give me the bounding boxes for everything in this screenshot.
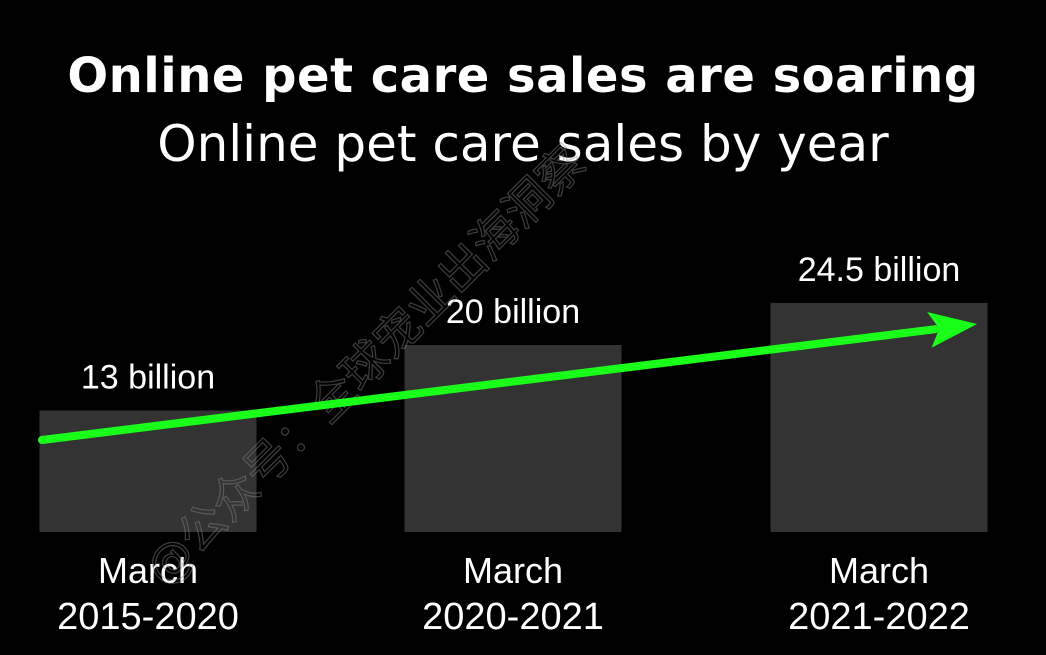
x-tick-label-3-line-1: March xyxy=(829,550,929,591)
trend-arrow-head xyxy=(927,312,977,348)
data-label-2: 20 billion xyxy=(446,293,580,331)
data-label-1: 13 billion xyxy=(81,358,215,396)
x-tick-label-1-line-1: March xyxy=(98,550,198,591)
data-label-3: 24.5 billion xyxy=(798,251,961,289)
x-tick-label-3-line-2: 2021-2022 xyxy=(788,596,970,638)
x-tick-label-2-line-1: March xyxy=(463,550,563,591)
x-tick-label-1-line-2: 2015-2020 xyxy=(57,596,239,638)
chart-subtitle: Online pet care sales by year xyxy=(157,115,889,173)
trend-arrow-shaft xyxy=(38,325,940,444)
chart-title: Online pet care sales are soaring xyxy=(67,48,979,104)
x-tick-label-2-line-2: 2020-2021 xyxy=(422,596,604,638)
